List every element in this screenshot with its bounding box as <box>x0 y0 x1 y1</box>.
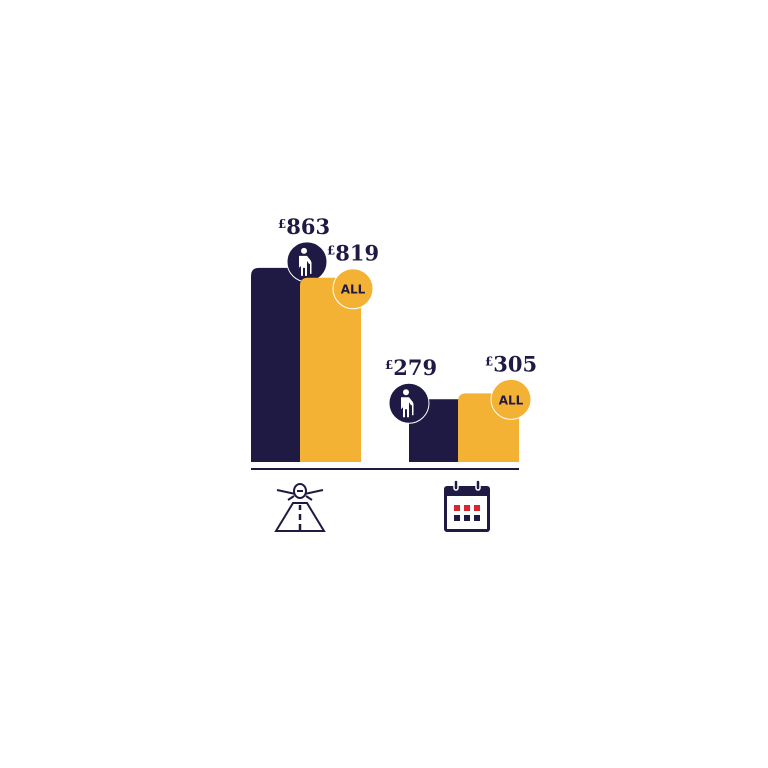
elderly-person-icon <box>401 389 414 418</box>
calendar-day <box>454 505 460 511</box>
calendar-day <box>464 505 470 511</box>
data-label: £819 <box>327 241 379 266</box>
elderly-person-icon <box>299 247 312 276</box>
calendar-day <box>464 515 470 521</box>
bar-group: ALL £305 <box>458 351 537 462</box>
bar-group: £279 <box>385 355 470 462</box>
bar-group: ALL £819 <box>300 241 379 462</box>
bar-group: £863 <box>251 214 330 462</box>
bar <box>251 267 312 462</box>
all-badge <box>332 268 374 310</box>
bar <box>300 277 361 462</box>
data-label: £305 <box>485 351 537 376</box>
airport-runway-icon <box>274 483 326 532</box>
calendar-icon <box>444 479 490 532</box>
all-badge-label: ALL <box>341 283 366 297</box>
calendar-day <box>474 515 480 521</box>
all-badge-label: ALL <box>499 393 524 407</box>
calendar-day <box>474 505 480 511</box>
all-badge <box>490 378 532 420</box>
data-label: £279 <box>385 355 437 380</box>
data-label: £863 <box>278 214 330 239</box>
calendar-day <box>454 515 460 521</box>
